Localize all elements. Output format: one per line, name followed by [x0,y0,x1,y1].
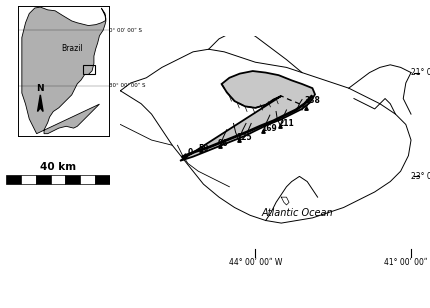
Bar [95,175,110,184]
Bar [65,175,80,184]
Text: 338: 338 [304,96,320,105]
Bar [83,65,95,74]
Text: 30° 00ʹ 00ʺ S: 30° 00ʹ 00ʺ S [109,83,145,88]
Bar [80,175,95,184]
Text: N: N [37,84,44,93]
Bar [36,175,51,184]
Bar [6,175,21,184]
Text: 21° 00ʹ 00ʺ S–: 21° 00ʹ 00ʺ S– [411,68,430,77]
Text: Brazil: Brazil [61,44,83,53]
Polygon shape [22,7,106,134]
Text: 0: 0 [187,148,193,157]
Text: 50: 50 [199,144,209,152]
Bar [21,175,36,184]
Text: 211: 211 [278,119,294,128]
Text: 169: 169 [261,124,277,133]
Text: 96: 96 [218,139,228,148]
Text: 40 km: 40 km [40,162,76,172]
Bar [51,175,65,184]
Text: 125: 125 [237,133,252,142]
Text: 41° 00ʹ 00ʺ W: 41° 00ʹ 00ʺ W [384,258,430,267]
Text: 23° 00ʹ 00ʺ S–: 23° 00ʹ 00ʺ S– [411,172,430,181]
Text: 44° 00ʹ 00ʺ W: 44° 00ʹ 00ʺ W [229,258,282,267]
Text: 0° 00ʹ 00ʺ S: 0° 00ʹ 00ʺ S [109,28,142,33]
Text: Atlantic Ocean: Atlantic Ocean [261,208,333,218]
Polygon shape [37,95,43,111]
Polygon shape [180,71,315,161]
